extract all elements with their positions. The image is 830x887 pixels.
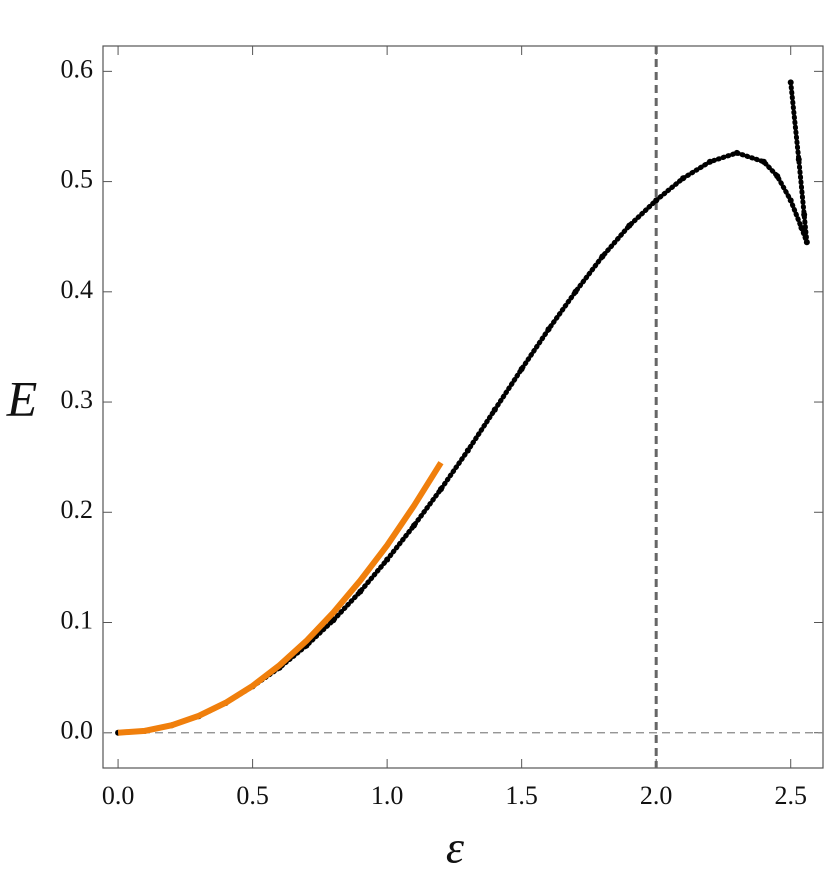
data-point (384, 556, 391, 563)
data-point (464, 447, 471, 454)
data-point (491, 406, 498, 413)
y-tick-label: 0.5 (61, 165, 94, 194)
data-point (599, 253, 606, 260)
data-point (545, 326, 552, 333)
data-point (733, 149, 740, 156)
data-point (795, 156, 802, 163)
x-tick-label: 0.5 (236, 781, 269, 810)
data-point (787, 197, 794, 204)
data-point (680, 175, 687, 182)
x-tick-label: 1.5 (505, 781, 538, 810)
data-point (518, 365, 525, 372)
data-point (411, 522, 418, 529)
y-tick-label: 0.4 (61, 275, 94, 304)
data-point (774, 173, 781, 180)
data-point (706, 158, 713, 165)
y-tick-label: 0.1 (61, 605, 94, 634)
x-tick-label: 1.0 (371, 781, 404, 810)
data-point (653, 197, 660, 204)
y-tick-label: 0.2 (61, 495, 94, 524)
data-point (437, 486, 444, 493)
data-line (117, 461, 444, 736)
y-tick-label: 0.0 (61, 716, 94, 745)
data-point (803, 239, 810, 246)
x-tick-label: 0.0 (102, 781, 135, 810)
y-axis-label: E (6, 370, 38, 426)
x-tick-label: 2.5 (774, 781, 807, 810)
data-point (330, 617, 337, 624)
data-point (357, 588, 364, 595)
data-point (626, 222, 633, 229)
data-point (801, 211, 808, 218)
data-point (572, 288, 579, 295)
data-line (115, 79, 810, 736)
data-point (760, 158, 767, 165)
y-tick-label: 0.6 (61, 54, 94, 83)
data-point (798, 224, 805, 231)
x-tick-label: 2.0 (640, 781, 673, 810)
plot-frame (102, 45, 824, 769)
y-tick-label: 0.3 (61, 385, 94, 414)
data-point (787, 79, 794, 86)
x-axis-label: ε (446, 822, 465, 873)
